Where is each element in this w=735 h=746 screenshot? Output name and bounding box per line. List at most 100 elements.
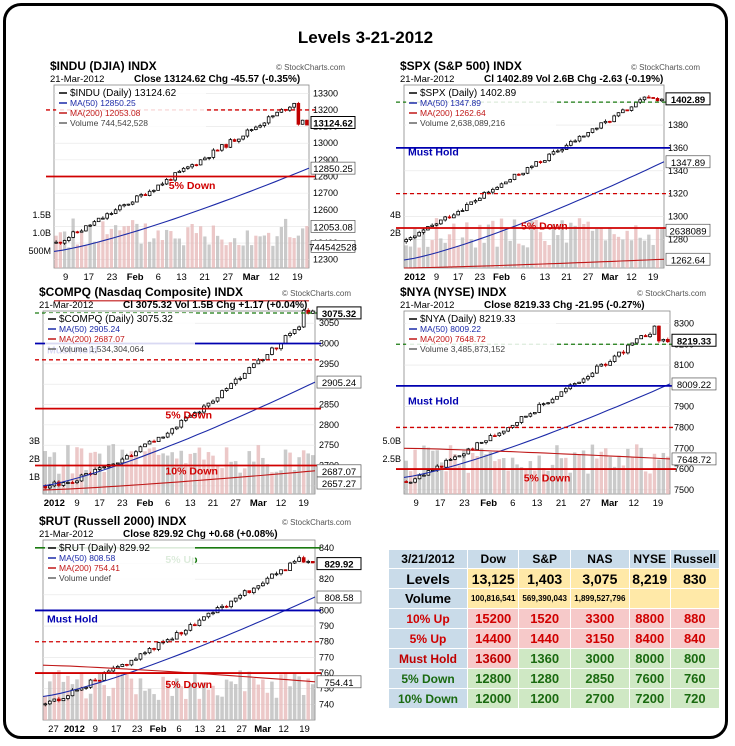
candle-body (444, 459, 448, 468)
volume-bar (179, 686, 184, 720)
candle-body (404, 481, 409, 483)
y-tick-label: 760 (319, 668, 334, 678)
candle-body (462, 453, 466, 457)
candle-body (408, 481, 413, 484)
volume-bar (52, 673, 57, 720)
volume-bar (551, 223, 556, 268)
chart-date: 21-Mar-2012 (39, 300, 93, 311)
volume-bar (182, 245, 186, 268)
volume-bar (188, 683, 193, 720)
volume-bar (279, 674, 283, 720)
x-tick-label: 12 (626, 272, 637, 283)
table-cell: 830 (669, 568, 721, 589)
chart-spx-svg: $SPX (S&P 500) INDX © StockCharts.com 21-M… (390, 59, 711, 283)
x-tick-label: 27 (48, 724, 59, 735)
volume-bar (129, 451, 134, 494)
volume-bar (97, 672, 102, 720)
legend-label: MA(200) 754.41 (59, 563, 120, 573)
x-axis: 27 2012 9 17 23 Feb 6 13 21 27 Mar 12 19 (48, 724, 310, 735)
y-tick-label: 1300 (668, 212, 688, 222)
volume-bar (524, 469, 528, 494)
candle-body (169, 179, 173, 181)
y-tick-label: 7800 (674, 422, 694, 432)
candle-body (568, 384, 573, 390)
volume-bar (211, 685, 215, 720)
legend-label: $NYA (Daily) 8219.33 (420, 314, 516, 325)
x-tick-label: Mar (243, 272, 260, 283)
candle-body (634, 101, 638, 108)
volume-bar (165, 680, 170, 720)
x-tick-label: Feb (137, 498, 154, 509)
volume-bar (283, 672, 288, 720)
table-cell: 8000 (628, 648, 671, 669)
volume-bar (97, 241, 101, 268)
candle-body (508, 179, 512, 183)
x-tick-label: Feb (127, 272, 144, 283)
candle-body (66, 695, 70, 699)
table-header-cell: NAS (569, 549, 630, 569)
candle-body (301, 309, 306, 328)
candle-body (478, 197, 482, 201)
y-tick-label: 13300 (313, 88, 338, 98)
volume-bar (84, 698, 88, 720)
volume-bar (275, 236, 279, 268)
chart-rut: $RUT (Russell 2000) INDX © StockCharts.co… (31, 513, 371, 736)
chart-symbol: $RUT (Russell 2000) INDX (39, 514, 186, 528)
volume-bar (616, 236, 621, 268)
volume-bar (288, 237, 292, 268)
volume-bar (174, 458, 179, 494)
x-tick-label: 13 (195, 724, 206, 735)
legend-label: MA(50) 808.58 (59, 553, 115, 563)
volume-bar (238, 670, 242, 720)
legend-label: $SPX (Daily) 1402.89 (420, 88, 517, 99)
table-cell (669, 588, 721, 609)
candle-body (501, 430, 506, 434)
candle-body (603, 120, 608, 124)
candle-body (447, 216, 452, 219)
x-tick-label: 21 (199, 272, 210, 283)
candle-body (559, 391, 564, 397)
candle-body (572, 383, 577, 386)
candle-body (460, 210, 465, 212)
legend-label: MA(50) 8009.22 (420, 324, 481, 334)
candle-body (521, 172, 525, 176)
candle-body (203, 157, 207, 161)
volume-bar (479, 448, 484, 494)
candle-body (93, 679, 97, 682)
table-cell: 569,390,043 (518, 588, 571, 609)
volume-bar (179, 450, 184, 494)
volume-bar (512, 219, 517, 268)
candle-body (469, 201, 473, 205)
candle-body (417, 474, 422, 480)
candle-body (61, 698, 66, 702)
candle-body (224, 388, 229, 392)
candle-body (161, 436, 165, 439)
x-tick-label: 9 (434, 272, 439, 283)
x-tick-label: 6 (510, 498, 515, 509)
price-tag (310, 220, 356, 233)
candle-body (265, 577, 270, 584)
volume-bar (161, 676, 165, 720)
x-tick-label: 17 (435, 498, 446, 509)
candle-body (194, 164, 199, 167)
volume-bar (197, 698, 202, 720)
candle-body (75, 689, 79, 692)
chart-symbol: $COMPQ (Nasdaq Composite) INDX (39, 285, 243, 299)
volume-bar (642, 240, 647, 268)
candle-body (639, 335, 644, 340)
volume-tick-label: 1.5B (32, 210, 51, 220)
chart-nya-svg: $NYA (NYSE) INDX © StockCharts.com 21-Mar-… (382, 285, 717, 509)
volume-tick-label: 500M (28, 246, 51, 256)
x-tick-label: 12 (269, 272, 280, 283)
volume-bar (417, 473, 422, 494)
volume-bar (486, 224, 491, 268)
volume-bar (161, 453, 165, 494)
volume-bar (517, 243, 521, 268)
volume-bar (443, 242, 447, 268)
candle-body (202, 616, 206, 621)
candle-body (122, 204, 126, 207)
candle-body (625, 109, 629, 112)
level-annotation: Must Hold (408, 146, 459, 158)
ma200-line (403, 258, 665, 269)
candle-body (206, 612, 211, 618)
